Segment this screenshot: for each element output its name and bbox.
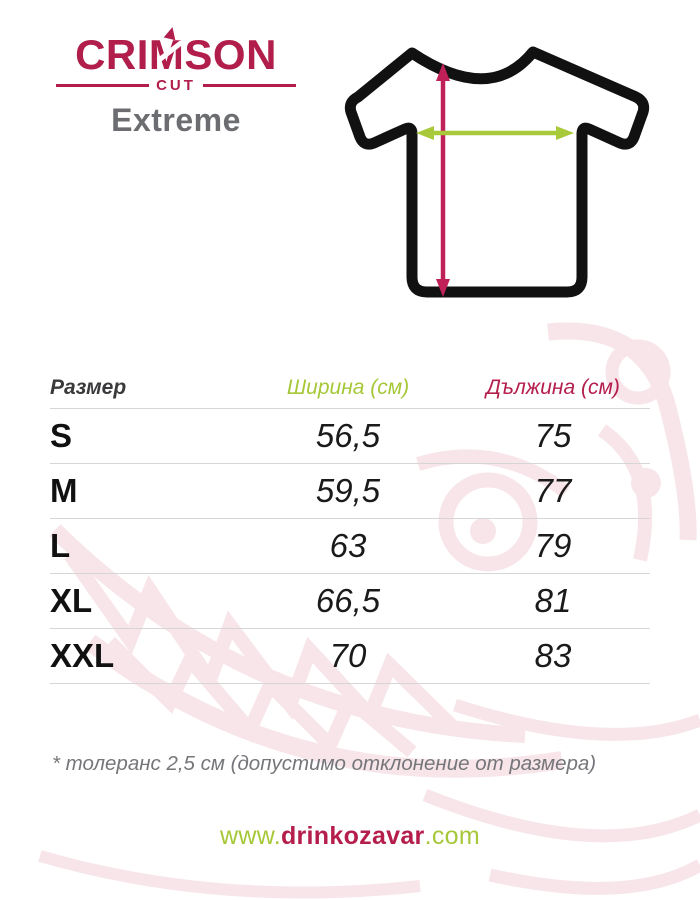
- width-value: 56,5: [315, 417, 381, 454]
- length-value: 81: [534, 582, 572, 619]
- width-value: 66,5: [315, 582, 381, 619]
- website-url: www.drinkozavar.com: [0, 822, 700, 851]
- left-rule: [56, 84, 150, 87]
- url-prefix: www.: [220, 822, 281, 850]
- length-value: 77: [534, 472, 572, 509]
- table-row: L 63 79: [50, 519, 650, 574]
- tolerance-note: * толеранс 2,5 см (допустимо отклонение …: [52, 752, 597, 775]
- length-value: 79: [534, 527, 572, 564]
- brand-logo: CRIMSON CUT Extreme: [56, 25, 297, 139]
- brand-wordmark: CRIMSON: [56, 25, 296, 78]
- width-arrow-icon: [416, 126, 574, 140]
- width-value: 63: [329, 527, 367, 564]
- table-row: S 56,5 75: [50, 409, 650, 464]
- edition-title: Extreme: [111, 102, 241, 138]
- column-header-size: Размер: [50, 376, 127, 399]
- size-label: L: [50, 527, 71, 564]
- brand-name-text: CRIMSON: [75, 31, 277, 78]
- column-header-width: Ширина (см): [286, 376, 410, 399]
- length-value: 83: [534, 637, 572, 674]
- right-rule: [202, 84, 297, 87]
- table-row: XL 66,5 81: [50, 574, 650, 629]
- tshirt-outline-icon: [344, 46, 650, 298]
- table-row: M 59,5 77: [50, 464, 650, 519]
- tshirt-diagram: [330, 25, 660, 325]
- width-value: 59,5: [315, 472, 381, 509]
- length-arrow-icon: [436, 63, 450, 297]
- url-suffix: .com: [424, 822, 480, 850]
- column-header-length: Дължина (см): [486, 376, 620, 399]
- url-brand: drinkozavar: [280, 822, 425, 850]
- table-header-row: Размер Ширина (см) Дължина (см): [50, 374, 650, 409]
- size-label: XXL: [50, 637, 115, 674]
- size-label: S: [50, 417, 73, 454]
- size-label: M: [50, 472, 78, 509]
- table-row: XXL 70 83: [50, 629, 650, 684]
- size-label: XL: [50, 582, 93, 619]
- width-value: 70: [329, 637, 367, 674]
- brand-cut-text: CUT: [156, 77, 196, 94]
- brand-cut-line: CUT: [56, 77, 297, 94]
- length-value: 75: [534, 417, 572, 454]
- size-table: Размер Ширина (см) Дължина (см) S 56,5 7…: [50, 374, 650, 684]
